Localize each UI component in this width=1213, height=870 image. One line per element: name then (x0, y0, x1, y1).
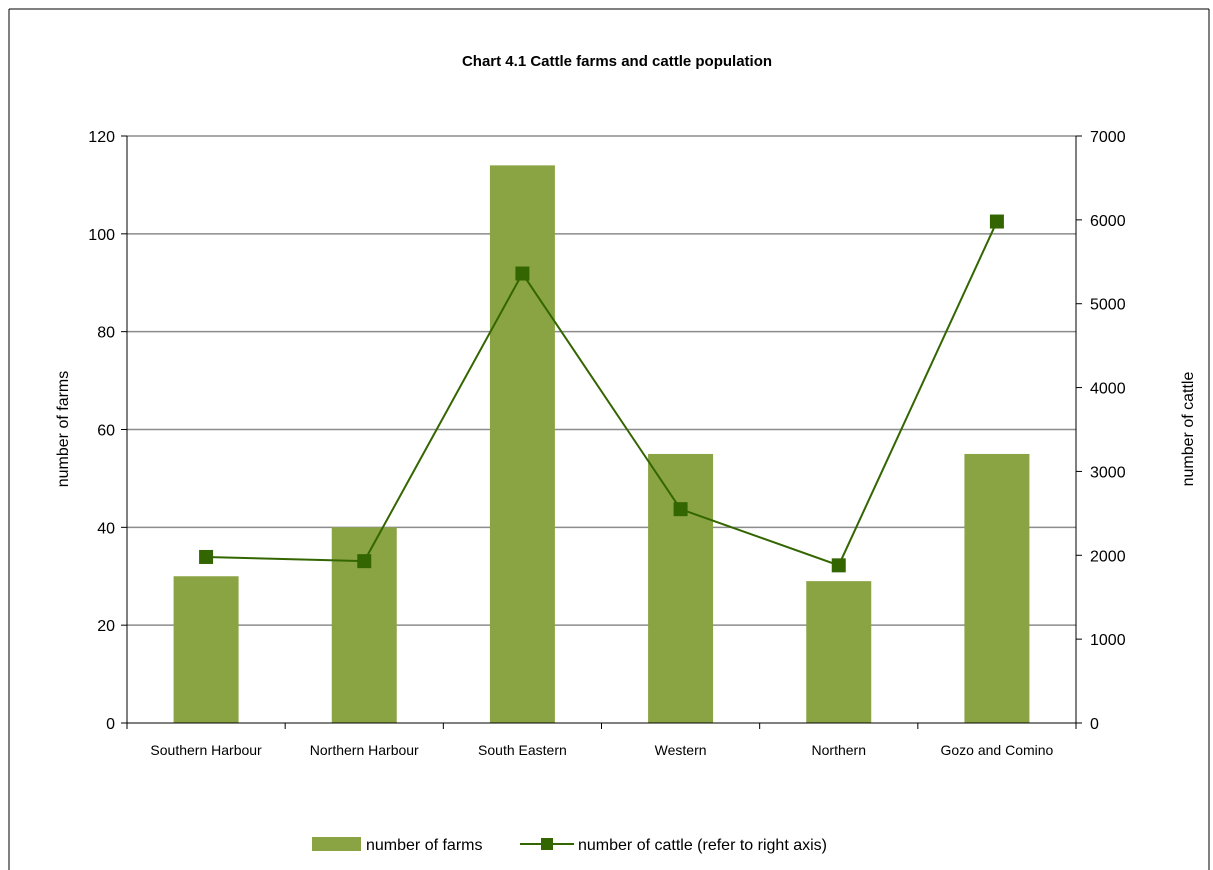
cattle-marker-northern-harbour (357, 554, 372, 569)
y2-axis-label: number of cattle (1180, 372, 1197, 487)
y2-tick-label: 1000 (1090, 632, 1126, 649)
y2-tick-label: 5000 (1090, 297, 1126, 314)
bar-northern (806, 581, 872, 723)
bar-western (648, 453, 714, 723)
x-tick-label: Southern Harbour (150, 742, 262, 758)
cattle-marker-northern (831, 558, 846, 573)
bar-series (173, 165, 1030, 724)
y2-tick-label: 0 (1090, 716, 1099, 733)
y2-tick-label: 4000 (1090, 381, 1126, 398)
y-tick-label: 120 (88, 129, 115, 146)
cattle-marker-gozo-and-comino (989, 214, 1004, 229)
y-tick-label: 40 (97, 520, 115, 537)
cattle-marker-south-eastern (515, 266, 530, 281)
axes: 0 20 40 60 80 100 120 0 1000 2000 3000 4000 5000 6000… (88, 129, 1125, 758)
y-axis-label: number of farms (55, 371, 72, 487)
cattle-line (206, 221, 998, 567)
x-tick-label: Western (655, 742, 707, 758)
bar-gozo-and-comino (964, 453, 1030, 723)
line-series (199, 214, 1004, 573)
y-tick-label: 0 (106, 716, 115, 733)
legend-swatch-cattle-marker (541, 838, 553, 850)
legend: number of farms number of cattle (refer … (312, 837, 827, 854)
x-tick-label: South Eastern (478, 742, 567, 758)
y-tick-label: 80 (97, 325, 115, 342)
gridlines (127, 135, 1076, 626)
legend-swatch-farms (312, 837, 361, 851)
y2-tick-label: 2000 (1090, 548, 1126, 565)
bar-south-eastern (489, 165, 555, 724)
y-tick-label: 20 (97, 618, 115, 635)
x-tick-label: Gozo and Comino (940, 742, 1053, 758)
cattle-marker-southern-harbour (199, 549, 214, 564)
legend-label-farms: number of farms (366, 837, 482, 854)
x-tick-label: Northern Harbour (310, 742, 419, 758)
y2-tick-label: 6000 (1090, 213, 1126, 230)
y-tick-label: 60 (97, 423, 115, 440)
legend-label-cattle: number of cattle (refer to right axis) (578, 837, 827, 854)
cattle-marker-western (673, 502, 688, 517)
y2-tick-label: 3000 (1090, 464, 1126, 481)
bar-southern-harbour (173, 576, 239, 723)
x-tick-label: Northern (812, 742, 866, 758)
y-tick-label: 100 (88, 227, 115, 244)
chart-title: Chart 4.1 Cattle farms and cattle popula… (462, 53, 772, 70)
y2-tick-label: 7000 (1090, 129, 1126, 146)
